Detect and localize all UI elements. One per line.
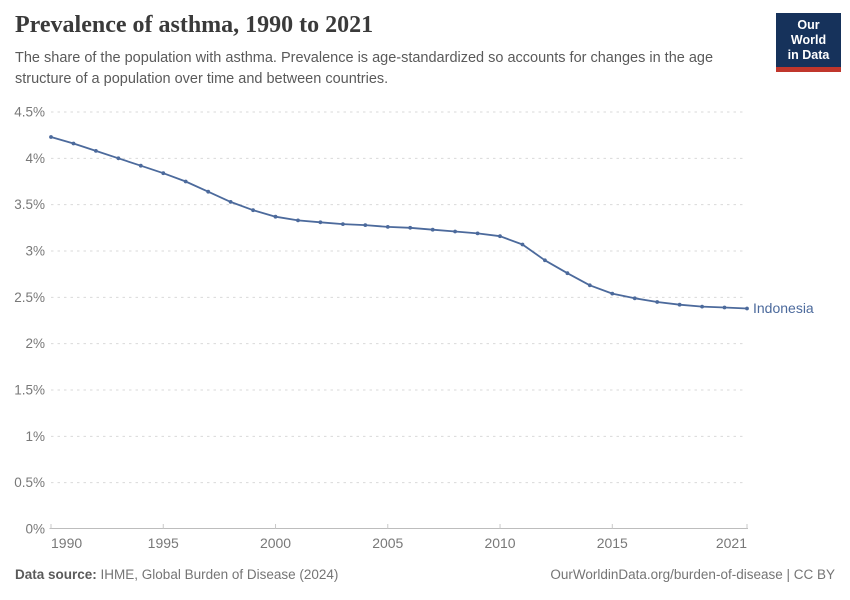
y-axis-tick-label: 1.5% xyxy=(14,383,45,398)
series-line-indonesia[interactable] xyxy=(50,136,748,310)
data-point[interactable] xyxy=(341,222,345,227)
data-point[interactable] xyxy=(206,189,211,194)
data-point[interactable] xyxy=(453,229,457,234)
x-axis-tick-label: 2005 xyxy=(372,535,403,551)
x-axis-tick-label: 2015 xyxy=(597,535,628,551)
owid-logo[interactable]: Our World in Data xyxy=(776,13,841,72)
data-point[interactable] xyxy=(745,306,749,311)
x-axis-tick-label: 1990 xyxy=(51,535,82,551)
data-point[interactable] xyxy=(722,305,727,310)
data-source-text: IHME, Global Burden of Disease (2024) xyxy=(100,567,339,582)
y-axis-tick-label: 3.5% xyxy=(14,197,45,212)
data-point[interactable] xyxy=(138,163,143,168)
data-point[interactable] xyxy=(677,302,682,307)
data-point[interactable] xyxy=(520,242,525,247)
y-axis-tick-label: 4% xyxy=(25,151,45,166)
chart-header: Prevalence of asthma, 1990 to 2021 The s… xyxy=(15,10,765,89)
data-point[interactable] xyxy=(183,179,188,184)
data-point[interactable] xyxy=(161,171,166,176)
data-point[interactable] xyxy=(94,149,98,153)
series-label-indonesia[interactable]: Indonesia xyxy=(753,300,814,316)
data-point[interactable] xyxy=(251,208,256,213)
x-axis-tick-label: 2010 xyxy=(484,535,515,551)
data-point[interactable] xyxy=(273,214,278,219)
data-point[interactable] xyxy=(430,227,435,232)
data-point[interactable] xyxy=(408,225,413,230)
owid-logo-line1: Our World xyxy=(790,18,827,47)
data-point[interactable] xyxy=(475,231,480,236)
y-axis-tick-label: 0.5% xyxy=(14,475,45,490)
data-point[interactable] xyxy=(385,225,390,229)
chart-subtitle: The share of the population with asthma.… xyxy=(15,50,714,87)
data-point[interactable] xyxy=(655,300,660,304)
data-point[interactable] xyxy=(296,218,300,223)
y-axis-tick-label: 0% xyxy=(25,522,45,537)
y-axis-tick-label: 2% xyxy=(25,336,45,351)
chart-title: Prevalence of asthma, 1990 to 2021 xyxy=(15,12,374,38)
data-point[interactable] xyxy=(49,135,53,139)
y-axis-tick-label: 2.5% xyxy=(14,290,45,305)
data-point[interactable] xyxy=(228,200,233,204)
y-axis-tick-label: 3% xyxy=(25,244,45,259)
data-point[interactable] xyxy=(318,220,323,225)
data-source-label: Data source: xyxy=(15,567,97,582)
data-point[interactable] xyxy=(610,291,615,296)
data-point[interactable] xyxy=(543,258,547,263)
data-point[interactable] xyxy=(632,296,637,301)
data-source-note: Data source: IHME, Global Burden of Dise… xyxy=(15,567,338,582)
owid-logo-line2: in Data xyxy=(787,48,830,62)
x-axis-tick-label: 2000 xyxy=(260,535,291,551)
data-point[interactable] xyxy=(116,156,121,161)
y-axis-tick-label: 1% xyxy=(25,429,45,444)
data-point[interactable] xyxy=(565,271,570,276)
data-point[interactable] xyxy=(498,234,502,239)
data-point[interactable] xyxy=(587,283,592,288)
x-axis-tick-label: 1995 xyxy=(148,535,179,551)
data-point[interactable] xyxy=(71,141,76,146)
credit-link[interactable]: OurWorldinData.org/burden-of-disease | C… xyxy=(550,567,835,582)
data-point[interactable] xyxy=(700,304,704,309)
data-point[interactable] xyxy=(363,223,368,228)
y-axis-tick-label: 4.5% xyxy=(14,105,45,120)
x-axis-tick-label: 2021 xyxy=(716,535,747,551)
